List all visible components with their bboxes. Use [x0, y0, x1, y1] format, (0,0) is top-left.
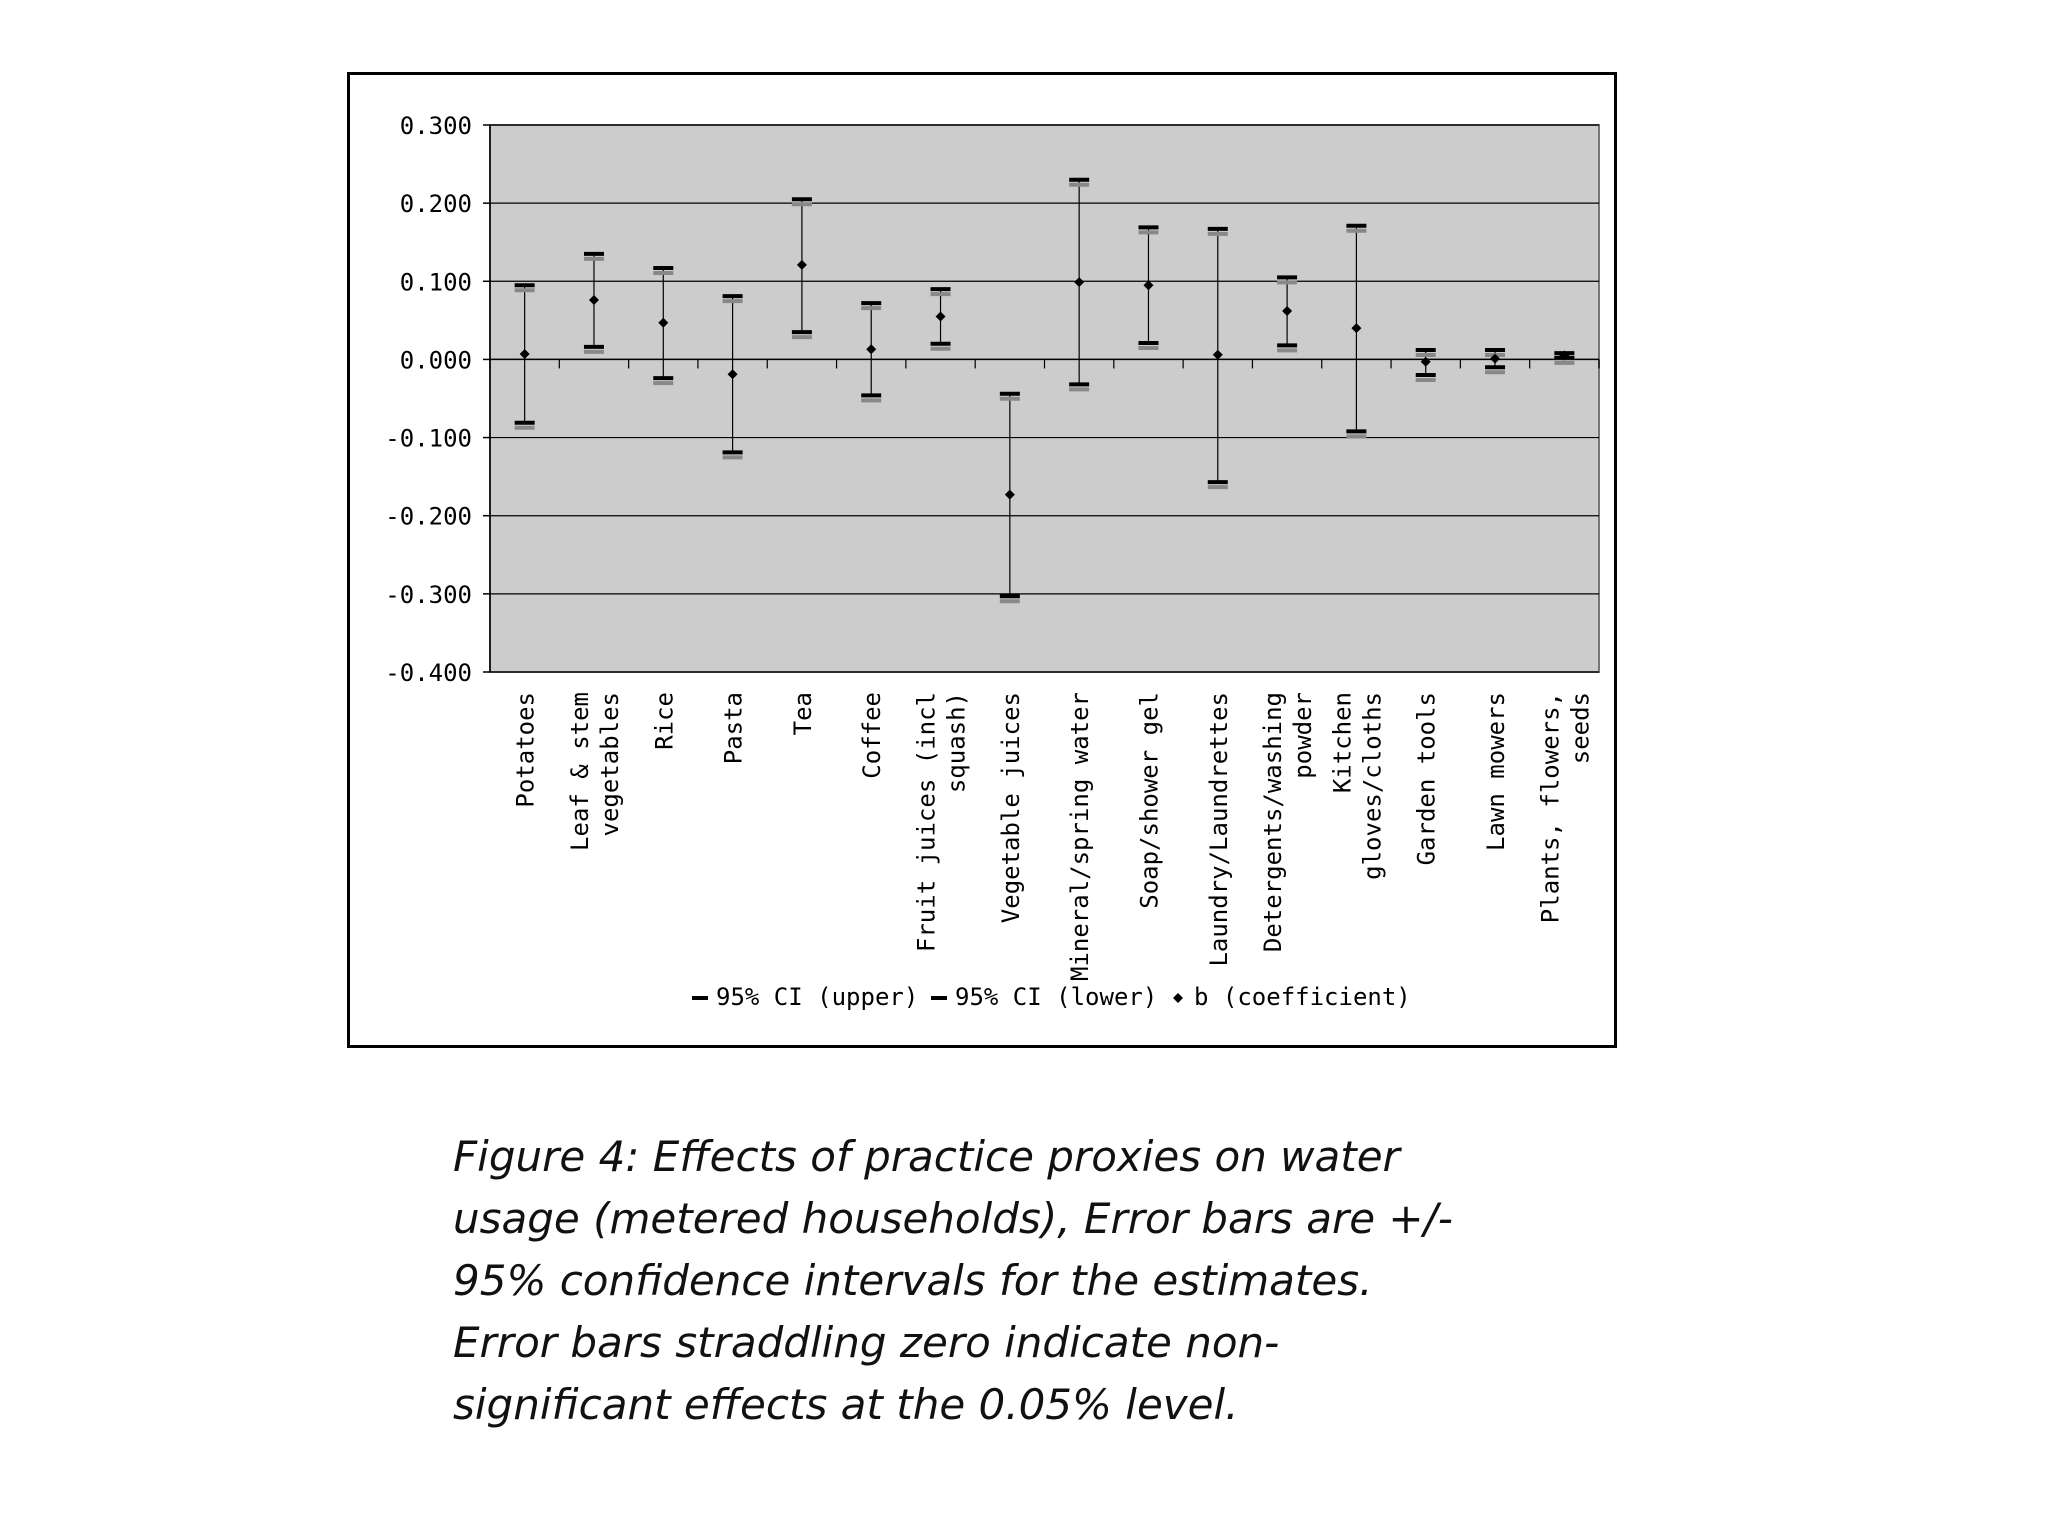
chart-frame: 0.300 0.200 0.100 0.000 -0.100 -0.200 -0.300 -0… — [347, 72, 1617, 1048]
category-label: Laundry/Laundrettes — [1205, 692, 1233, 967]
category-label-line: Plants, flowers, — [1536, 692, 1564, 923]
category-label-line: Coffee — [858, 692, 886, 779]
category-label: Vegetable juices — [997, 692, 1025, 923]
category-label-line: Rice — [650, 692, 678, 750]
category-label-line: Vegetable juices — [997, 692, 1025, 923]
coefficient-point — [658, 317, 669, 328]
category-label: Kitchen gloves/cloths — [1328, 692, 1386, 880]
category-label-line: Laundry/Laundrettes — [1205, 692, 1233, 967]
category-label-line: Mineral/spring water — [1066, 692, 1094, 981]
legend-diamond-icon — [1173, 993, 1183, 1003]
coefficient-point — [1074, 277, 1085, 288]
y-tick-label: 0.000 — [400, 346, 472, 374]
coefficient-point — [866, 344, 877, 355]
category-label-line: Pasta — [720, 692, 748, 764]
y-tick-label: 0.200 — [400, 190, 472, 218]
category-label: Fruit juices (incl squash) — [913, 692, 971, 952]
category-label-line: Garden tools — [1413, 692, 1441, 865]
caption-line: Error bars straddling zero indicate non- — [453, 1318, 1280, 1367]
y-tick-label: -0.300 — [385, 581, 472, 609]
category-label: Detergents/washing powder — [1259, 692, 1317, 952]
coefficient-point — [1420, 356, 1431, 367]
category-label: Leaf & stem vegetables — [566, 692, 624, 851]
category-label: Rice — [650, 692, 678, 750]
coefficient-point — [1351, 323, 1362, 334]
category-label-line: squash) — [943, 692, 971, 793]
coefficient-point — [935, 311, 946, 322]
category-label-line: powder — [1289, 692, 1317, 779]
category-label: Tea — [789, 692, 817, 735]
y-tick-label: 0.100 — [400, 268, 472, 296]
coefficient-point — [1559, 350, 1570, 361]
y-tick-label: -0.400 — [385, 659, 472, 687]
coefficient-point — [1212, 349, 1223, 360]
category-label-line: Kitchen — [1328, 692, 1356, 793]
legend-label: 95% CI (upper) — [716, 983, 918, 1011]
category-label-line: seeds — [1566, 692, 1594, 764]
plot-area — [489, 124, 1600, 673]
legend-label: b (coefficient) — [1194, 983, 1411, 1011]
category-label-line: Soap/shower gel — [1135, 692, 1163, 909]
category-label: Potatoes — [512, 692, 540, 808]
caption-line: Figure 4: Effects of practice proxies on… — [453, 1132, 1400, 1181]
category-label-line: vegetables — [596, 692, 624, 837]
coefficient-point — [796, 259, 807, 270]
coefficient-point — [727, 369, 738, 380]
category-label: Coffee — [858, 692, 886, 779]
category-label: Pasta — [720, 692, 748, 764]
category-label-line: Fruit juices (incl — [913, 692, 941, 952]
category-label-line: Tea — [789, 692, 817, 735]
figure-caption: Figure 4: Effects of practice proxies on… — [453, 1126, 1573, 1436]
category-label-line: Leaf & stem — [566, 692, 594, 851]
category-label-line: gloves/cloths — [1358, 692, 1386, 880]
category-label-line: Detergents/washing — [1259, 692, 1287, 952]
category-label: Plants, flowers, seeds — [1536, 692, 1594, 923]
y-tick-label: -0.200 — [385, 503, 472, 531]
caption-line: significant effects at the 0.05% level. — [453, 1380, 1239, 1429]
coefficient-point — [1490, 353, 1501, 364]
legend-label: 95% CI (lower) — [955, 983, 1157, 1011]
coefficient-point — [1282, 305, 1293, 316]
coefficient-point — [1004, 489, 1015, 500]
category-label-line: Potatoes — [512, 692, 540, 808]
coefficient-point — [588, 295, 599, 306]
chart: 0.300 0.200 0.100 0.000 -0.100 -0.200 -0.300 -0… — [385, 112, 1600, 1011]
caption-line: usage (metered households), Error bars a… — [453, 1194, 1453, 1243]
y-tick-label: -0.100 — [385, 425, 472, 453]
category-label-line: Lawn mowers — [1482, 692, 1510, 851]
category-label: Lawn mowers — [1482, 692, 1510, 851]
caption-line: 95% confidence intervals for the estimat… — [453, 1256, 1373, 1305]
coefficient-point — [1143, 280, 1154, 291]
category-label: Soap/shower gel — [1135, 692, 1163, 909]
coefficient-point — [519, 348, 530, 359]
category-label: Mineral/spring water — [1066, 692, 1094, 981]
category-label: Garden tools — [1413, 692, 1441, 865]
y-tick-label: 0.300 — [400, 112, 472, 140]
